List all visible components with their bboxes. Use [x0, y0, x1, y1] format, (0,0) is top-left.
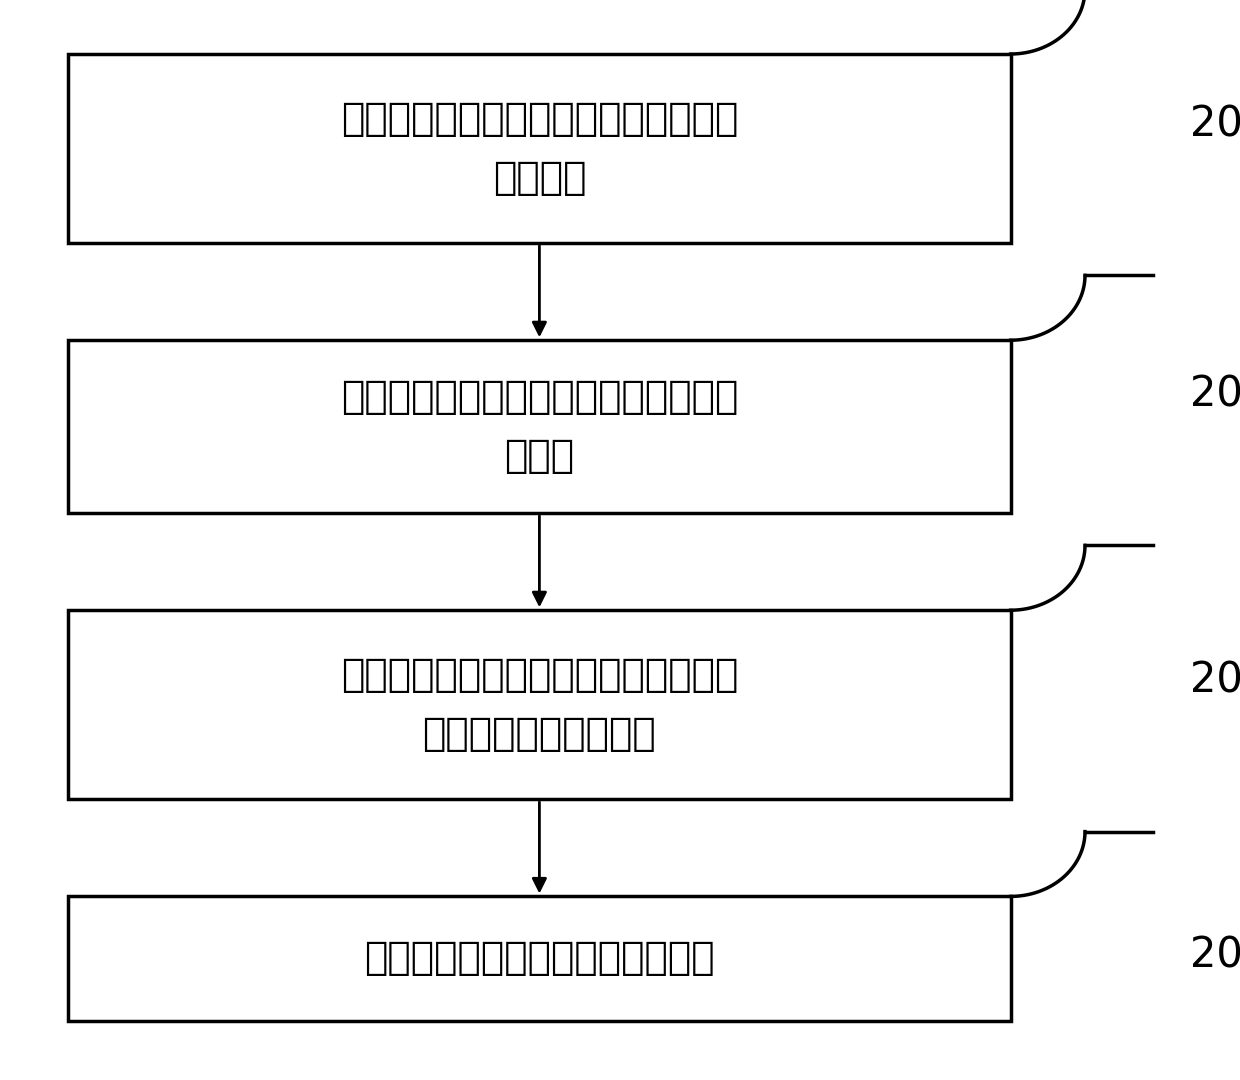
Bar — [68, 340, 1011, 513]
Bar — [68, 896, 1011, 1021]
Bar — [68, 610, 1011, 799]
Bar — [68, 54, 1011, 243]
Text: 201: 201 — [1190, 104, 1240, 145]
Text: 根据监测信息确定核电容器是否出现异
常情况: 根据监测信息确定核电容器是否出现异 常情况 — [341, 378, 738, 475]
Text: 在核电容器出现异常情况时，生成与异
常情况对应的控制信息: 在核电容器出现异常情况时，生成与异 常情况对应的控制信息 — [341, 657, 738, 753]
Text: 根据控制信息对核电容器进行调控: 根据控制信息对核电容器进行调控 — [365, 940, 714, 977]
Text: 采用光纤光栅传感器监测核电容器得到
监测信息: 采用光纤光栅传感器监测核电容器得到 监测信息 — [341, 100, 738, 197]
Text: 203: 203 — [1190, 660, 1240, 701]
Text: 202: 202 — [1190, 374, 1240, 415]
Text: 204: 204 — [1190, 935, 1240, 976]
